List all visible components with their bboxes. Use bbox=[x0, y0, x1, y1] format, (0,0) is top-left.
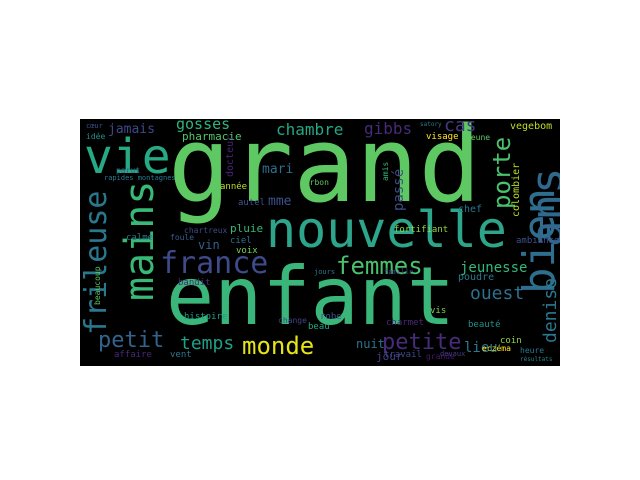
word-autel: autel bbox=[238, 198, 266, 208]
word-eczema: eczéma bbox=[482, 344, 511, 353]
word-amis: amis bbox=[381, 161, 390, 181]
word-travail: travail bbox=[384, 350, 422, 360]
word-grand: grand bbox=[168, 119, 482, 226]
word-beaute: beauté bbox=[468, 320, 501, 330]
word-jour: mme bbox=[268, 194, 292, 209]
word-petit: petit bbox=[98, 328, 165, 353]
word-idee: idée bbox=[86, 132, 106, 141]
word-vent: vent bbox=[170, 350, 192, 360]
word-femmes: femmes bbox=[336, 252, 423, 280]
word-lieu: lieu bbox=[464, 340, 498, 356]
word-foule: foule bbox=[170, 233, 195, 242]
word-bandit: bandit bbox=[178, 278, 211, 288]
word-jeune: jeune bbox=[466, 133, 491, 142]
word-poudre: poudre bbox=[458, 272, 495, 283]
word-affaire: affaire bbox=[114, 350, 152, 360]
word-france: france bbox=[160, 246, 269, 281]
word-enfant: enfant bbox=[166, 250, 455, 343]
word-heure: heure bbox=[520, 346, 545, 355]
word-beau: beau bbox=[308, 322, 330, 332]
word-pluie: pluie bbox=[230, 222, 264, 235]
word-jeunesse: jeunesse bbox=[460, 260, 528, 276]
word-satory: satory bbox=[420, 121, 442, 128]
word-rapides-montagnes: rapides montagnes bbox=[104, 174, 176, 182]
word-petite: petite bbox=[382, 330, 462, 355]
word-durbon: durbon bbox=[300, 178, 329, 187]
word-docteur: docteur bbox=[225, 134, 236, 177]
word-visage: visage bbox=[426, 132, 459, 142]
word-nuit: mari bbox=[262, 162, 294, 177]
word-resultats: résultats bbox=[520, 356, 553, 363]
word-passe: passé bbox=[391, 168, 407, 211]
word-ambiance: ambiance bbox=[516, 236, 560, 246]
word-cas: cas bbox=[444, 119, 477, 136]
word-charmet: charmet bbox=[386, 318, 424, 328]
word-ciel: ciel bbox=[230, 236, 252, 246]
word-nouvelle: nouvelle bbox=[266, 201, 507, 259]
word-gosses: gosses bbox=[176, 119, 231, 133]
word-histoire: histoire bbox=[184, 312, 228, 322]
word-change: change bbox=[278, 316, 307, 325]
word-temps: temps bbox=[180, 333, 235, 354]
word-jours: jours bbox=[314, 268, 336, 276]
word-gibbs: gibbs bbox=[364, 119, 413, 138]
word-chartreux: chartreux bbox=[184, 226, 228, 235]
word-mari: vin bbox=[198, 238, 220, 252]
word-famille: famille bbox=[384, 268, 414, 276]
word-chambre: chambre bbox=[276, 120, 344, 139]
word-pharmacie: pharmacie bbox=[182, 130, 242, 143]
word-coeur: cœur bbox=[86, 122, 103, 130]
word-vegebom: vegebom bbox=[510, 121, 553, 132]
word-colombier: colombier bbox=[511, 162, 522, 217]
word-ans: vie bbox=[84, 129, 171, 185]
word-mme: nuit bbox=[356, 337, 385, 351]
word-parut: parut bbox=[116, 166, 141, 175]
word-vin: jour bbox=[376, 350, 403, 363]
word-frileuse: frileuse bbox=[80, 190, 114, 336]
word-vis: vis bbox=[430, 306, 447, 316]
word-coin: coin bbox=[500, 336, 522, 346]
word-ouest: ouest bbox=[470, 283, 525, 304]
word-jamais: jamais bbox=[108, 122, 155, 137]
word-devaux: devaux bbox=[440, 350, 466, 358]
word-robe: robe bbox=[320, 312, 342, 322]
word-monde: monde bbox=[242, 332, 315, 360]
word-annee: année bbox=[220, 182, 248, 192]
word-fortifiant: fortifiant bbox=[394, 225, 449, 235]
word-cloud: grand enfant nouvelle vie bien ans mains… bbox=[80, 119, 560, 366]
word-voix: voix bbox=[236, 246, 258, 256]
word-denise: denise bbox=[540, 277, 560, 343]
word-grande: grande bbox=[426, 352, 455, 361]
word-chef: chef bbox=[458, 204, 483, 215]
word-calme: calme bbox=[126, 233, 154, 243]
word-beaucoup: beaucoup bbox=[93, 266, 102, 305]
